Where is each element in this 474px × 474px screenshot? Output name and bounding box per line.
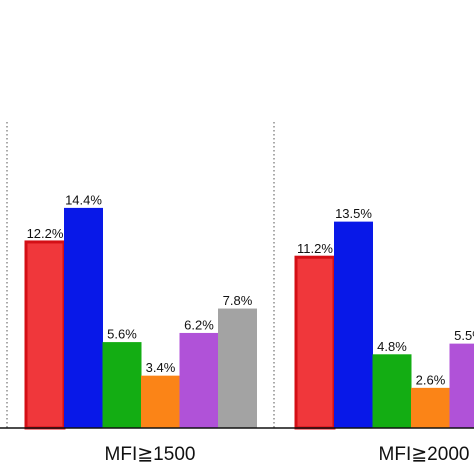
group-separators <box>6 122 275 428</box>
data-labels: 12.2% 11.2% 14.4% 13.5% 5.6% 4.8% 3.4% 2.6% 6.2%… <box>27 192 474 387</box>
data-label: 5.5% <box>454 328 474 343</box>
category-label: MFI≧1500 <box>105 444 196 465</box>
bar <box>449 343 474 429</box>
bar <box>372 354 412 429</box>
bar <box>141 375 180 429</box>
data-label: 5.6% <box>107 327 137 342</box>
data-label: 12.2% <box>27 226 64 241</box>
bar <box>102 342 142 429</box>
bar <box>179 332 219 429</box>
data-label: 3.4% <box>146 360 176 375</box>
data-label: 4.8% <box>377 339 407 354</box>
data-label: 6.2% <box>184 317 214 332</box>
bar <box>64 207 103 429</box>
category-labels: MFI≧1500 MFI≧2000 <box>105 444 470 465</box>
bar <box>24 240 66 430</box>
bars <box>24 207 474 430</box>
data-label: 11.2% <box>297 241 333 256</box>
bar <box>218 308 257 429</box>
bar <box>411 387 450 429</box>
bar <box>334 221 373 429</box>
data-label: 7.8% <box>223 293 253 308</box>
data-label: 13.5% <box>335 206 372 221</box>
data-label: 2.6% <box>416 372 446 387</box>
category-label: MFI≧2000 <box>379 444 470 465</box>
data-label: 14.4% <box>65 192 102 207</box>
bar <box>294 255 336 430</box>
